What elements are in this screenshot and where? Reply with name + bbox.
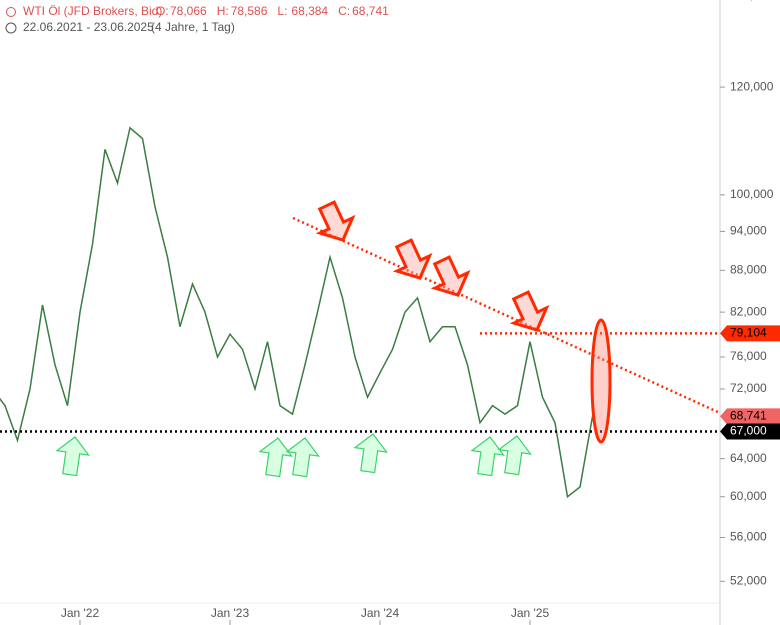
y-tick-label: 82,000 <box>730 304 767 318</box>
x-tick-label: Jan '25 <box>511 606 550 620</box>
up-arrow <box>258 437 293 478</box>
highlight-ellipse <box>590 318 612 444</box>
y-tick-label: 64,000 <box>730 451 767 465</box>
clock-icon <box>5 22 17 34</box>
down-arrow <box>430 255 471 297</box>
level-label: 79,104 <box>730 326 767 340</box>
ohlc-label: L: <box>277 4 287 18</box>
y-tick-label: 140,000 <box>730 0 774 2</box>
x-tick-label: Jan '22 <box>61 606 100 620</box>
y-tick-label: 76,000 <box>730 349 767 363</box>
level-tag <box>720 325 780 342</box>
ohlc-value: 68,384 <box>291 4 328 18</box>
x-tick-label: Jan '23 <box>211 606 250 620</box>
level-tag <box>720 423 780 440</box>
ohlc-value: 68,741 <box>352 4 389 18</box>
x-tick-label: Jan '24 <box>361 606 400 620</box>
down-arrow <box>315 200 356 242</box>
ohlc-label: H: <box>217 4 229 18</box>
chart-title: WTI Öl (JFD Brokers, Bid) <box>23 4 162 18</box>
up-arrow <box>285 437 320 478</box>
level-label: 67,000 <box>730 424 767 438</box>
up-arrow <box>470 436 505 477</box>
y-tick-label: 120,000 <box>730 79 774 93</box>
ohlc-value: 78,586 <box>231 4 268 18</box>
y-tick-label: 88,000 <box>730 263 767 277</box>
date-span: (4 Jahre, 1 Tag) <box>151 20 235 34</box>
up-arrow <box>353 433 388 474</box>
level-label: 68,741 <box>730 409 767 423</box>
trend-line <box>292 216 721 415</box>
down-arrow <box>392 238 433 280</box>
ohlc-label: C: <box>338 4 350 18</box>
up-arrow <box>497 435 532 476</box>
down-arrow <box>509 290 550 332</box>
y-tick-label: 72,000 <box>730 381 767 395</box>
y-tick-label: 94,000 <box>730 224 767 238</box>
icon <box>6 7 16 17</box>
up-arrow <box>55 436 90 477</box>
level-tag <box>720 408 780 425</box>
ohlc-label: O: <box>156 4 169 18</box>
y-tick-label: 60,000 <box>730 489 767 503</box>
date-range: 22.06.2021 - 23.06.2025 <box>23 20 154 34</box>
y-tick-label: 56,000 <box>730 530 767 544</box>
ohlc-value: 78,066 <box>170 4 207 18</box>
y-tick-label: 52,000 <box>730 573 767 587</box>
price-line <box>0 126 594 499</box>
y-tick-label: 100,000 <box>730 187 774 201</box>
